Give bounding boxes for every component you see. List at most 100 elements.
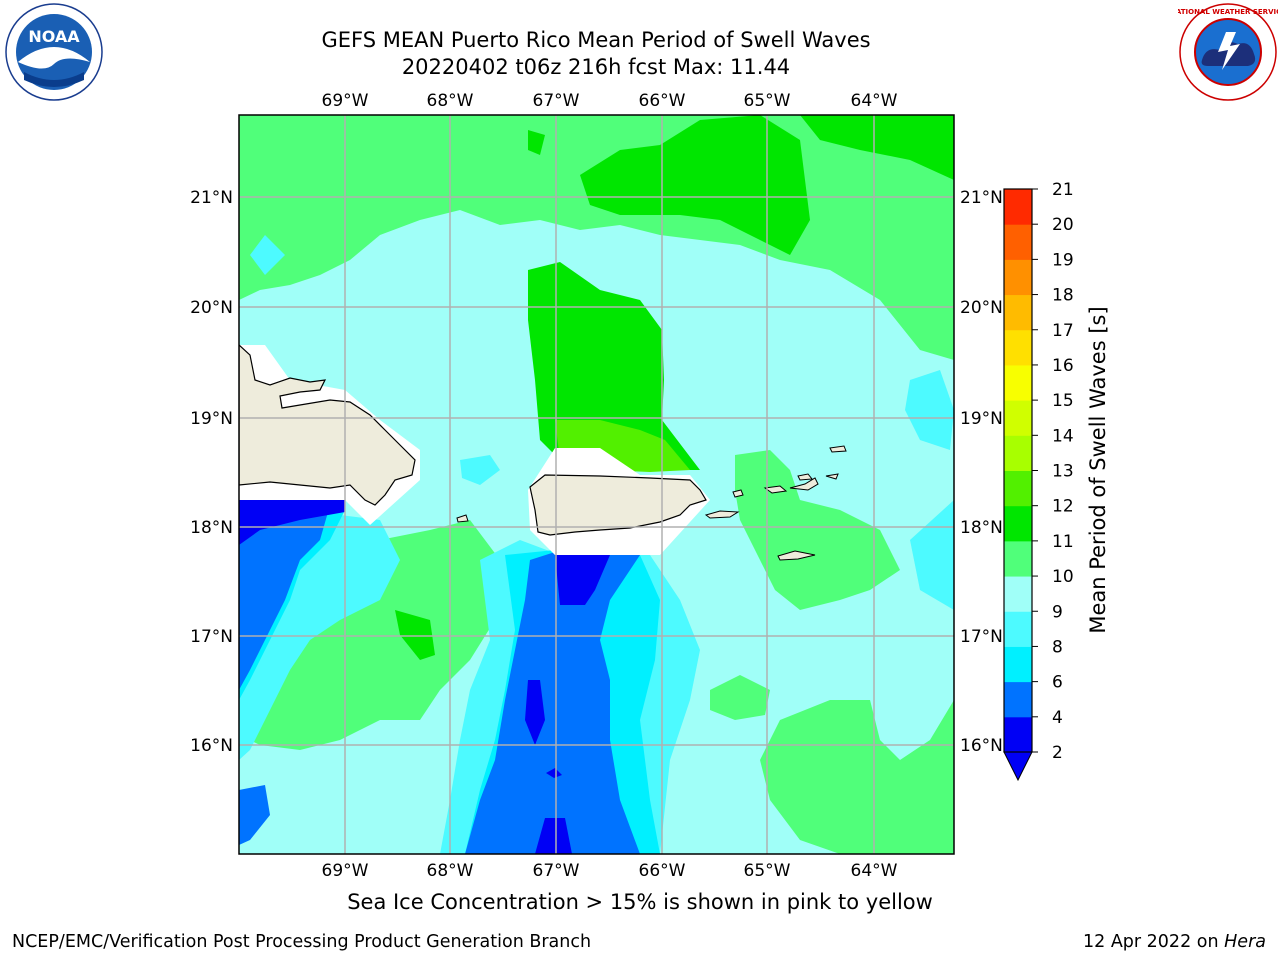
colorbar-segment [1004,505,1032,542]
vieques-island [704,510,740,519]
virgin-islands [763,473,819,494]
run-date: 12 Apr 2022 on Hera [1083,932,1266,952]
colorbar-tick-label: 13 [1052,462,1074,482]
lon-label-bottom: 69°W [322,861,369,881]
colorbar-tick-label: 6 [1052,673,1063,693]
map-frame [238,114,955,855]
colorbar-tick-label: 8 [1052,637,1063,657]
colorbar-tick-label: 9 [1052,602,1063,622]
culebra-island [732,489,744,498]
lat-label-right: 20°N [960,298,1003,318]
colorbar-segment [1004,224,1032,260]
lat-label-left: 17°N [190,627,233,647]
map-area [239,115,954,854]
colorbar-tick-label: 21 [1052,180,1074,200]
swell-field-below-2s-south-pr [555,555,610,605]
colorbar-label: Mean Period of Swell Waves [s] [1086,306,1110,633]
lat-label-left: 18°N [190,518,233,538]
sea-ice-note: Sea Ice Concentration > 15% is shown in … [347,890,933,914]
swell-field-below-2s-bottom [535,818,572,854]
lat-label-left: 16°N [190,736,233,756]
lat-label-right: 19°N [960,409,1003,429]
swell-field-10-11s-south [395,610,435,660]
machine-name: Hera [1224,932,1266,952]
lat-labels-right: 21°N 20°N 19°N 18°N 17°N 16°N [960,188,1003,756]
lon-label-bottom: 68°W [427,861,474,881]
colorbar-segment [1004,435,1032,471]
lon-label-bottom: 66°W [639,861,686,881]
swell-field-below-2s-west [239,500,345,545]
lat-label-right: 18°N [960,518,1003,538]
swell-field-10-11s-northeast [580,115,810,255]
colorbar-extend-min [1003,751,1033,782]
colorbar-tick-label: 20 [1052,215,1074,235]
colorbar-segment [1004,681,1032,718]
colorbar-segment [1004,576,1032,612]
anegada-island [825,445,847,480]
noaa-logo-text: NOAA [28,27,80,46]
noaa-logo: NOAA [5,3,103,101]
colorbar-tick-label: 19 [1052,250,1074,270]
swell-field-10-11s-small [528,130,545,155]
swell-field-9-10s-southeast [760,700,954,854]
map-title: GEFS MEAN Puerto Rico Mean Period of Swe… [321,28,871,52]
swell-field-9-10s-southwest [239,520,500,750]
producer-branch: NCEP/EMC/Verification Post Processing Pr… [12,932,592,952]
colorbar-segment [1004,294,1032,331]
colorbar-segment [1004,259,1032,296]
swell-field-6-8s-east [905,370,954,450]
lon-label-bottom: 65°W [744,861,791,881]
st-croix-island [777,550,816,561]
lat-label-right: 17°N [960,627,1003,647]
nws-ring-text: NATIONAL WEATHER SERVICE [1178,8,1278,16]
run-date-text: 12 Apr 2022 on [1083,932,1225,952]
lat-label-left: 19°N [190,409,233,429]
lon-label-top: 65°W [744,91,791,111]
lon-label-top: 67°W [533,91,580,111]
lon-label-bottom: 64°W [851,861,898,881]
swell-field-below-2s-mid [525,680,545,745]
swell-field-below-2s-dot [546,768,562,778]
colorbar-segment [1004,646,1032,683]
lon-labels-top: 69°W 68°W 67°W 66°W 65°W 64°W [322,91,898,111]
forecast-subtitle: 20220402 t06z 216h fcst Max: 11.44 [401,55,791,79]
colorbar-tick-label: 11 [1052,532,1074,552]
colorbar-segment [1004,611,1032,647]
swell-field-2-4s-far-southwest [239,785,270,845]
colorbar: 2 4 6 8 9 10 11 12 13 14 15 16 17 18 19 20 21 [1003,180,1074,782]
colorbar-tick-label: 2 [1052,743,1063,763]
lat-label-left: 20°N [190,298,233,318]
hispaniola-land [239,344,416,506]
mona-island [456,514,469,523]
colorbar-segment [1004,364,1032,401]
colorbar-segment [1004,470,1032,507]
swell-field-2-4s-south [465,552,640,854]
lat-label-right: 16°N [960,736,1003,756]
swell-field-2-4s-southwest [239,505,330,690]
colorbar-tick-label: 17 [1052,321,1074,341]
colorbar-segment [1004,189,1032,225]
nws-logo: NATIONAL WEATHER SERVICE [1178,3,1278,101]
lon-label-top: 64°W [851,91,898,111]
colorbar-segment [1004,716,1032,753]
colorbar-tick-label: 14 [1052,426,1074,446]
colorbar-segment [1004,400,1032,436]
colorbar-segment [1004,329,1032,366]
lon-label-top: 66°W [639,91,686,111]
swell-field-9-10s-mid-east [710,675,770,720]
lon-label-top: 69°W [322,91,369,111]
lat-labels-left: 21°N 20°N 19°N 18°N 17°N 16°N [190,188,233,756]
swell-field-6-8s-west-center [460,455,500,485]
lon-labels-bottom: 69°W 68°W 67°W 66°W 65°W 64°W [322,861,898,881]
lon-label-bottom: 67°W [533,861,580,881]
colorbar-tick-label: 16 [1052,356,1074,376]
colorbar-tick-label: 12 [1052,497,1074,517]
lon-label-top: 68°W [427,91,474,111]
graticule [239,115,954,854]
lat-label-right: 21°N [960,188,1003,208]
colorbar-segment [1004,540,1032,577]
swell-field-10-11s-far-northeast [800,115,954,180]
lat-label-left: 21°N [190,188,233,208]
colorbar-tick-label: 15 [1052,391,1074,411]
